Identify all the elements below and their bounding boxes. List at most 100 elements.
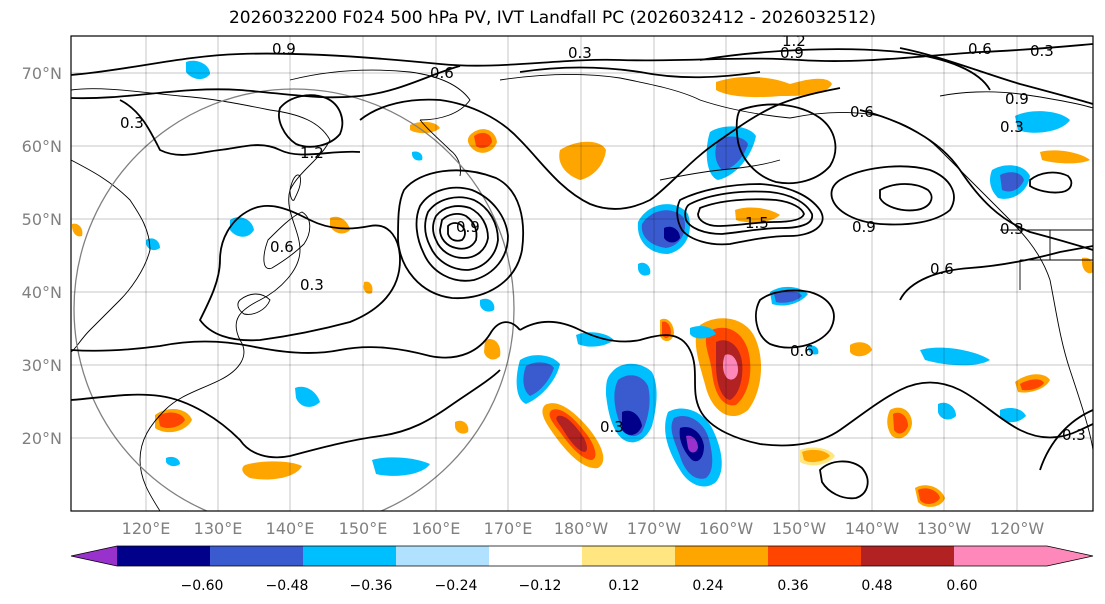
colorbar-tick-label: 0.36 bbox=[777, 578, 808, 594]
positive-anomaly bbox=[1040, 150, 1090, 164]
negative-anomaly bbox=[166, 456, 180, 467]
colorbar-segment bbox=[489, 546, 583, 566]
negative-anomaly bbox=[808, 345, 819, 355]
negative-anomaly bbox=[664, 226, 680, 243]
lon-label: 160°E bbox=[412, 519, 461, 538]
colorbar-segment bbox=[582, 546, 676, 566]
positive-anomaly bbox=[918, 488, 940, 504]
contour-label: 0.3 bbox=[1000, 118, 1024, 136]
lon-label: 140°W bbox=[845, 519, 900, 538]
positive-anomaly bbox=[330, 216, 350, 234]
contour-label: 1.2 bbox=[782, 32, 806, 50]
negative-anomaly bbox=[638, 262, 651, 276]
contour-label: 0.9 bbox=[456, 218, 480, 236]
colorbar-segment bbox=[954, 546, 1048, 566]
positive-anomaly bbox=[802, 449, 830, 463]
positive-anomaly bbox=[72, 223, 83, 237]
negative-anomaly bbox=[686, 435, 698, 453]
lon-label: 180°W bbox=[554, 519, 609, 538]
contour-label: 0.9 bbox=[780, 44, 804, 62]
contour-labels: 0.3 0.6 0.9 1.2 1.5 0.3 0.6 0.9 0.6 0.3 … bbox=[120, 32, 1086, 444]
negative-anomaly bbox=[412, 151, 423, 161]
negative-anomaly bbox=[1015, 111, 1070, 133]
shaded-anomalies bbox=[72, 60, 1093, 507]
lon-label: 170°E bbox=[484, 519, 533, 538]
lat-label: 50°N bbox=[22, 210, 62, 229]
contour-label: 0.6 bbox=[270, 238, 294, 256]
colorbar-tick-label: 0.12 bbox=[608, 578, 639, 594]
colorbar-tick-label: −0.24 bbox=[435, 578, 478, 594]
contour-label: 0.3 bbox=[600, 418, 624, 436]
negative-anomaly bbox=[622, 410, 642, 435]
longitude-labels: 120°E 130°E 140°E 150°E 160°E 170°E 180°… bbox=[122, 519, 1045, 538]
colorbar-segment bbox=[861, 546, 955, 566]
colorbar-tick-label: −0.48 bbox=[266, 578, 309, 594]
negative-anomaly bbox=[920, 347, 990, 366]
negative-anomaly bbox=[938, 402, 956, 420]
pv-contours bbox=[71, 43, 1093, 500]
lon-label: 140°E bbox=[266, 519, 315, 538]
lon-label: 150°W bbox=[772, 519, 827, 538]
positive-anomaly bbox=[556, 415, 587, 452]
map-title: 2026032200 F024 500 hPa PV, IVT Landfall… bbox=[228, 8, 876, 28]
lon-label: 160°W bbox=[699, 519, 754, 538]
contour-label: 0.6 bbox=[968, 40, 992, 58]
negative-anomaly bbox=[774, 290, 802, 303]
negative-anomaly bbox=[372, 457, 430, 476]
positive-anomaly bbox=[363, 281, 373, 294]
positive-anomaly bbox=[474, 132, 492, 149]
lat-label: 30°N bbox=[22, 356, 62, 375]
positive-anomaly bbox=[410, 121, 440, 134]
colorbar: −0.60 −0.48 −0.36 −0.24 −0.12 0.12 0.24 … bbox=[70, 545, 1094, 594]
positive-anomaly bbox=[662, 321, 671, 339]
lon-label: 120°W bbox=[990, 519, 1045, 538]
lat-label: 20°N bbox=[22, 429, 62, 448]
colorbar-segment bbox=[303, 546, 397, 566]
negative-anomaly bbox=[295, 386, 320, 407]
contour-label: 0.3 bbox=[1000, 220, 1024, 238]
colorbar-segment bbox=[768, 546, 862, 566]
positive-anomaly bbox=[850, 342, 872, 357]
positive-anomaly bbox=[158, 412, 185, 428]
contour-label: 0.6 bbox=[850, 103, 874, 121]
lon-label: 120°E bbox=[122, 519, 171, 538]
radius-circle bbox=[73, 88, 515, 511]
positive-anomaly bbox=[455, 420, 469, 434]
negative-anomaly bbox=[576, 332, 614, 347]
negative-anomaly bbox=[523, 362, 554, 396]
colorbar-tick-label: 0.60 bbox=[946, 578, 977, 594]
positive-anomaly bbox=[722, 354, 738, 380]
colorbar-tick-label: −0.12 bbox=[519, 578, 562, 594]
contour-label: 0.6 bbox=[430, 64, 454, 82]
colorbar-tick-label: 0.24 bbox=[692, 578, 723, 594]
negative-anomaly bbox=[715, 136, 748, 170]
negative-anomaly bbox=[230, 217, 254, 237]
colorbar-segments bbox=[117, 546, 1048, 566]
colorbar-tick-label: −0.36 bbox=[350, 578, 393, 594]
contour-label: 1.2 bbox=[300, 144, 324, 162]
colorbar-segment bbox=[117, 546, 211, 566]
contour-label: 0.9 bbox=[272, 40, 296, 58]
colorbar-segment bbox=[396, 546, 490, 566]
positive-anomaly bbox=[242, 461, 302, 480]
lat-label: 70°N bbox=[22, 64, 62, 83]
contour-label: 0.6 bbox=[790, 342, 814, 360]
negative-anomaly bbox=[690, 326, 716, 339]
colorbar-extend-min bbox=[71, 546, 117, 566]
positive-anomaly bbox=[893, 412, 908, 434]
map-frame bbox=[70, 35, 1094, 512]
negative-anomaly bbox=[1000, 172, 1024, 192]
positive-anomaly bbox=[484, 338, 501, 360]
colorbar-ticks: −0.60 −0.48 −0.36 −0.24 −0.12 0.12 0.24 … bbox=[181, 578, 978, 594]
contour-label: 0.3 bbox=[568, 44, 592, 62]
contour-label: 0.9 bbox=[852, 218, 876, 236]
colorbar-extend-max bbox=[1047, 546, 1093, 566]
colorbar-segment bbox=[210, 546, 304, 566]
positive-anomaly bbox=[735, 207, 780, 223]
negative-anomaly bbox=[480, 298, 495, 312]
colorbar-segment bbox=[675, 546, 769, 566]
lon-label: 130°E bbox=[194, 519, 243, 538]
negative-anomaly bbox=[186, 60, 210, 80]
contour-label: 0.3 bbox=[300, 276, 324, 294]
